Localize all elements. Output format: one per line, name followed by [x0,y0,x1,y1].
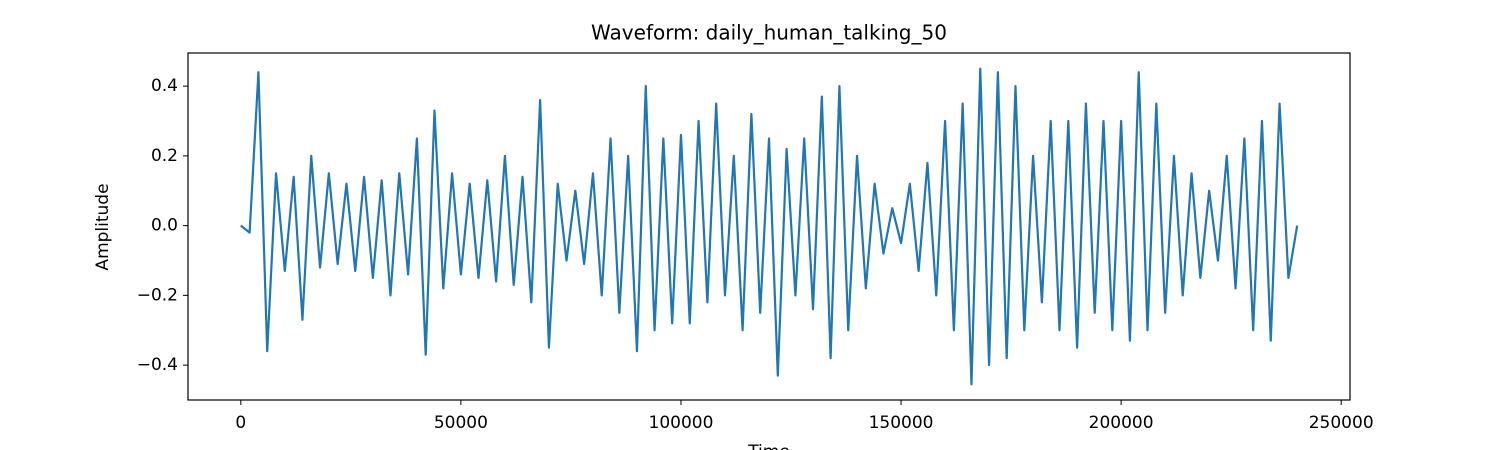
x-axis-label: Time [747,442,790,450]
y-tick-label: −0.2 [137,285,178,305]
x-tick-label: 150000 [869,413,934,433]
x-tick-label: 200000 [1089,413,1154,433]
y-axis-label: Amplitude [93,183,113,270]
y-tick-label: 0.2 [151,146,178,166]
chart-title: Waveform: daily_human_talking_50 [591,21,947,45]
x-tick-label: 250000 [1309,413,1374,433]
x-tick-label: 0 [235,413,246,433]
y-tick-label: 0.4 [151,76,178,96]
y-tick-label: −0.4 [137,355,178,375]
waveform-line [240,67,1299,386]
x-tick-label: 50000 [434,413,488,433]
plot-frame [187,52,1351,401]
x-tick-label: 100000 [649,413,714,433]
y-tick-label: 0.0 [151,216,178,236]
